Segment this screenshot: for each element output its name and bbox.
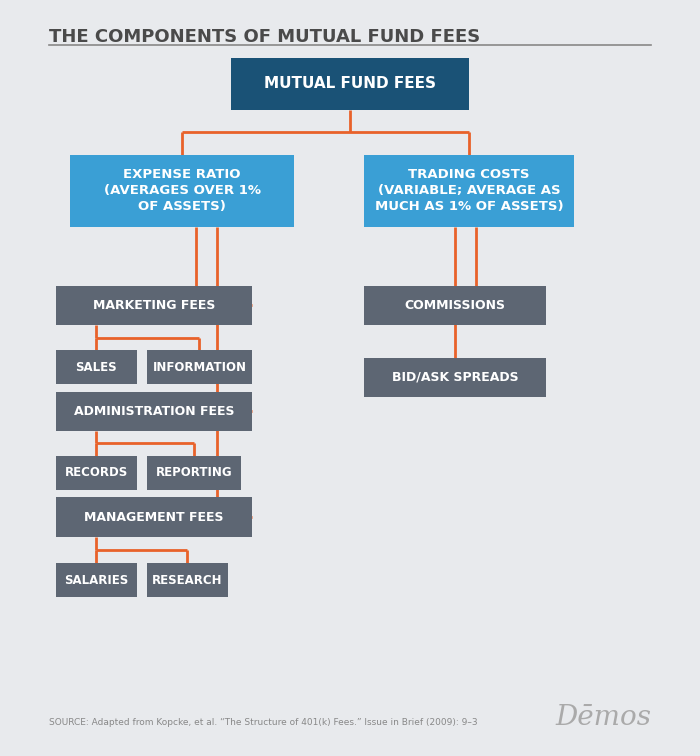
Text: EXPENSE RATIO
(AVERAGES OVER 1%
OF ASSETS): EXPENSE RATIO (AVERAGES OVER 1% OF ASSET… [104, 169, 260, 213]
Text: BID/ASK SPREADS: BID/ASK SPREADS [392, 370, 518, 384]
Text: MARKETING FEES: MARKETING FEES [93, 299, 215, 312]
FancyBboxPatch shape [147, 563, 228, 597]
FancyBboxPatch shape [56, 456, 136, 490]
FancyBboxPatch shape [364, 358, 546, 397]
Text: SOURCE: Adapted from Kopcke, et al. “The Structure of 401(k) Fees.” Issue in Bri: SOURCE: Adapted from Kopcke, et al. “The… [49, 718, 477, 727]
FancyBboxPatch shape [56, 350, 136, 384]
FancyBboxPatch shape [364, 155, 574, 227]
Text: RESEARCH: RESEARCH [152, 574, 223, 587]
Text: RECORDS: RECORDS [64, 466, 128, 479]
FancyBboxPatch shape [231, 58, 469, 110]
FancyBboxPatch shape [56, 497, 252, 537]
FancyBboxPatch shape [56, 563, 136, 597]
FancyBboxPatch shape [147, 456, 242, 490]
Text: SALES: SALES [76, 361, 117, 373]
FancyBboxPatch shape [364, 286, 546, 325]
Text: TRADING COSTS
(VARIABLE; AVERAGE AS
MUCH AS 1% OF ASSETS): TRADING COSTS (VARIABLE; AVERAGE AS MUCH… [374, 169, 564, 213]
Text: MUTUAL FUND FEES: MUTUAL FUND FEES [264, 76, 436, 91]
FancyBboxPatch shape [56, 286, 252, 325]
Text: INFORMATION: INFORMATION [153, 361, 246, 373]
FancyBboxPatch shape [70, 155, 294, 227]
FancyBboxPatch shape [147, 350, 252, 384]
Text: Dēmos: Dēmos [555, 704, 651, 731]
Text: REPORTING: REPORTING [156, 466, 232, 479]
Text: THE COMPONENTS OF MUTUAL FUND FEES: THE COMPONENTS OF MUTUAL FUND FEES [49, 28, 480, 46]
Text: MANAGEMENT FEES: MANAGEMENT FEES [84, 510, 224, 524]
Text: ADMINISTRATION FEES: ADMINISTRATION FEES [74, 404, 235, 418]
FancyBboxPatch shape [56, 392, 252, 431]
Text: SALARIES: SALARIES [64, 574, 128, 587]
Text: COMMISSIONS: COMMISSIONS [405, 299, 505, 312]
